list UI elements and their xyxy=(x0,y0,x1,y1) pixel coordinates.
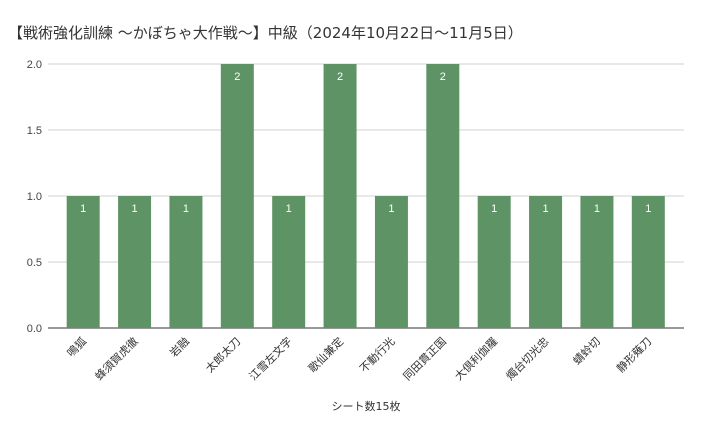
x-tick-label: 蜂須賀虎徹 xyxy=(92,334,141,383)
bar xyxy=(374,196,408,328)
x-tick-label: 鳴狐 xyxy=(64,334,89,359)
bar xyxy=(477,196,511,328)
y-tick-label: 1.0 xyxy=(27,191,42,203)
x-tick-label: 静形薙刀 xyxy=(613,334,654,375)
y-tick-label: 0.0 xyxy=(27,323,42,335)
bar xyxy=(272,196,306,328)
bar xyxy=(66,196,100,328)
y-tick-label: 0.5 xyxy=(27,257,42,269)
data-label: 1 xyxy=(183,203,189,215)
x-tick-label: 燭台切光忠 xyxy=(503,334,552,383)
x-tick-label: 太郎太刀 xyxy=(202,334,243,375)
bar xyxy=(529,196,563,328)
y-tick-label: 2.0 xyxy=(27,59,42,71)
data-label: 1 xyxy=(132,203,138,215)
data-label: 2 xyxy=(440,71,446,83)
x-tick-label: 同田貫正国 xyxy=(401,335,449,383)
data-label: 1 xyxy=(286,203,292,215)
y-tick-label: 1.5 xyxy=(27,125,42,137)
x-tick-label: 江雪左文字 xyxy=(246,334,295,383)
data-label: 1 xyxy=(594,203,600,215)
x-tick-label: 大倶利伽羅 xyxy=(452,334,501,383)
data-label: 1 xyxy=(543,203,549,215)
bar xyxy=(118,196,152,328)
x-tick-label: 不動行光 xyxy=(357,334,398,375)
chart-title: 【戦術強化訓練 〜かぼちゃ大作戦〜】中級（2024年10月22日〜11月5日） xyxy=(8,24,523,42)
bar xyxy=(169,196,203,328)
x-axis-title: シート数15枚 xyxy=(332,399,401,413)
x-tick-label: 岩融 xyxy=(167,334,192,359)
data-label: 2 xyxy=(234,71,240,83)
x-tick-label: 蜻蛉切 xyxy=(570,334,603,367)
bar xyxy=(580,196,614,328)
data-label: 1 xyxy=(388,203,394,215)
bar xyxy=(220,64,254,328)
data-label: 1 xyxy=(645,203,651,215)
bar xyxy=(323,64,357,328)
data-label: 1 xyxy=(80,203,86,215)
bar xyxy=(426,64,460,328)
data-label: 1 xyxy=(491,203,497,215)
x-tick-label: 歌仙兼定 xyxy=(305,334,346,375)
bar xyxy=(631,196,665,328)
data-label: 2 xyxy=(337,71,343,83)
